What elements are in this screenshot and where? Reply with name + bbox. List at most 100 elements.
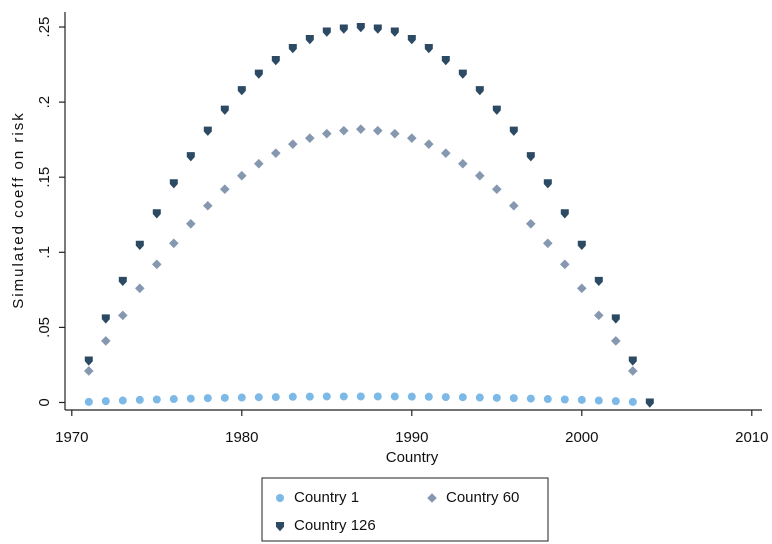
point — [509, 126, 518, 136]
point — [441, 148, 451, 158]
point — [441, 393, 450, 402]
point — [611, 397, 620, 406]
point — [118, 396, 127, 405]
point — [526, 218, 536, 229]
point — [169, 395, 178, 404]
point — [373, 24, 382, 34]
point — [220, 184, 230, 195]
point — [101, 397, 110, 406]
x-tick-label: 2000 — [565, 429, 598, 446]
point — [84, 356, 93, 366]
point — [305, 392, 314, 401]
y-tick-label: .2 — [36, 96, 53, 109]
point — [84, 366, 94, 376]
point — [492, 184, 502, 195]
y-tick-label: .15 — [36, 167, 53, 188]
point — [305, 133, 315, 143]
point — [322, 128, 332, 139]
point — [509, 200, 519, 211]
legend-marker — [276, 522, 284, 532]
point — [611, 336, 621, 346]
x-tick-label: 1970 — [55, 429, 88, 446]
point — [373, 125, 383, 136]
point — [84, 397, 93, 406]
legend-marker — [427, 493, 437, 503]
legend-marker — [276, 494, 284, 502]
point — [594, 396, 603, 405]
point — [424, 44, 433, 54]
point — [628, 356, 637, 366]
point — [475, 393, 484, 402]
point — [458, 158, 468, 169]
point — [441, 56, 450, 66]
point — [594, 276, 603, 287]
point — [543, 238, 553, 249]
y-tick-label: .05 — [36, 317, 53, 338]
point — [237, 393, 246, 402]
point — [492, 393, 501, 402]
point — [101, 336, 111, 346]
point — [543, 179, 552, 189]
point — [186, 218, 196, 229]
point — [390, 27, 399, 37]
point — [101, 314, 110, 324]
legend — [261, 477, 549, 542]
point — [509, 394, 518, 403]
point — [526, 152, 535, 162]
point — [254, 69, 263, 79]
point — [339, 125, 349, 136]
point — [118, 310, 128, 321]
point — [152, 209, 161, 219]
point — [424, 392, 433, 401]
point — [611, 314, 620, 324]
point — [203, 394, 212, 403]
point — [594, 310, 604, 321]
point — [288, 139, 298, 149]
y-tick-label: 0 — [36, 398, 53, 406]
point — [356, 392, 365, 401]
point — [492, 105, 501, 115]
point — [475, 86, 484, 96]
point — [305, 35, 314, 45]
point — [203, 200, 213, 211]
point — [577, 395, 586, 404]
point — [577, 240, 586, 250]
point — [186, 394, 195, 403]
legend-label: Country 60 — [446, 489, 519, 506]
point — [152, 395, 161, 404]
point — [458, 393, 467, 402]
point — [135, 395, 144, 404]
point — [220, 393, 229, 402]
point — [135, 240, 144, 250]
point — [118, 276, 127, 287]
y-axis-title: Simulated coeff on risk — [10, 111, 27, 308]
x-axis-title: Country — [386, 449, 439, 466]
point — [560, 395, 569, 404]
point — [577, 283, 587, 294]
point — [237, 86, 246, 96]
point — [390, 392, 399, 401]
point — [560, 209, 569, 219]
point — [628, 366, 638, 376]
point — [560, 259, 570, 270]
point — [339, 392, 348, 401]
point — [203, 126, 212, 136]
point — [645, 398, 654, 408]
point — [322, 392, 331, 401]
legend-label: Country 126 — [294, 517, 376, 534]
point — [373, 392, 382, 401]
point — [271, 393, 280, 402]
x-tick-label: 1980 — [225, 429, 258, 446]
point — [458, 69, 467, 79]
point — [271, 56, 280, 66]
point — [152, 259, 162, 270]
point — [543, 395, 552, 404]
legend-label: Country 1 — [294, 489, 359, 506]
point — [288, 44, 297, 54]
point — [254, 393, 263, 402]
point — [356, 124, 366, 134]
point — [628, 397, 637, 406]
point — [390, 128, 400, 139]
point — [424, 139, 434, 149]
